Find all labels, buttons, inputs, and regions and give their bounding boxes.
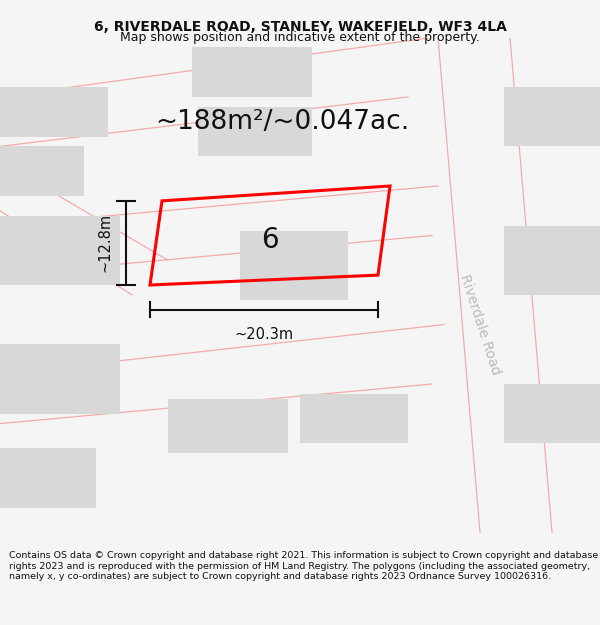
Text: ~20.3m: ~20.3m	[235, 327, 293, 342]
Bar	[0, 344, 120, 414]
Bar	[0, 146, 84, 196]
Text: ~188m²/~0.047ac.: ~188m²/~0.047ac.	[155, 109, 409, 134]
Text: 6: 6	[261, 226, 279, 254]
Text: Map shows position and indicative extent of the property.: Map shows position and indicative extent…	[120, 31, 480, 44]
Text: ~12.8m: ~12.8m	[97, 213, 113, 272]
Bar	[0, 448, 96, 508]
Bar	[240, 231, 348, 300]
Bar	[504, 384, 600, 443]
Text: Riverdale Road: Riverdale Road	[457, 272, 503, 377]
Bar	[192, 48, 312, 97]
Bar	[168, 399, 288, 453]
Bar	[504, 226, 600, 295]
Bar	[300, 394, 408, 443]
Bar	[0, 87, 108, 136]
Text: Contains OS data © Crown copyright and database right 2021. This information is : Contains OS data © Crown copyright and d…	[9, 551, 598, 581]
Bar	[198, 107, 312, 156]
Text: 6, RIVERDALE ROAD, STANLEY, WAKEFIELD, WF3 4LA: 6, RIVERDALE ROAD, STANLEY, WAKEFIELD, W…	[94, 20, 506, 34]
Bar	[0, 216, 120, 285]
Bar	[504, 87, 600, 146]
